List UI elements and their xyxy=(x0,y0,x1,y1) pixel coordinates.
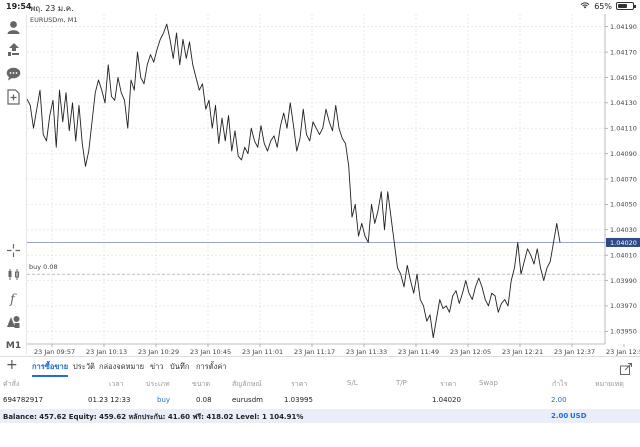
wifi-icon xyxy=(580,1,590,11)
y-tick-label: 1.04150 xyxy=(610,74,637,82)
y-tick-label: 1.04010 xyxy=(610,251,637,259)
terminal-tabs: + การซื้อขาย ประวัติ กล่องจดหมาย ข่าว บั… xyxy=(0,357,640,377)
x-tick-label: 23 Jan 09:57 xyxy=(34,348,75,356)
svg-text:f: f xyxy=(9,293,17,307)
tab-history[interactable]: ประวัติ xyxy=(73,362,95,371)
price-series-line xyxy=(27,23,561,339)
price-chart[interactable]: 1.04190 1.04170 1.04150 1.04130 1.04110 1.040… xyxy=(27,14,640,356)
tab-journal[interactable]: บันทึก xyxy=(170,362,190,371)
y-tick-label: 1.03990 xyxy=(610,277,637,285)
total-profit: 2.00 xyxy=(551,412,569,420)
x-tick-label: 23 Jan 11:33 xyxy=(346,348,387,356)
terminal-panel: + การซื้อขาย ประวัติ กล่องจดหมาย ข่าว บั… xyxy=(0,356,640,447)
order-id: 694782917 xyxy=(3,396,44,404)
order-profit: 2.00 xyxy=(551,396,567,404)
col-profit: กำไร xyxy=(552,380,568,388)
x-tick-label: 23 Jan 10:13 xyxy=(86,348,127,356)
crosshair-icon[interactable] xyxy=(4,241,23,260)
order-symbol: eurusdm xyxy=(232,396,263,404)
y-tick-label: 1.04110 xyxy=(610,125,637,133)
tab-settings[interactable]: การตั้งค่า xyxy=(196,362,227,371)
tab-news[interactable]: ข่าว xyxy=(150,362,164,371)
x-tick-label: 23 Jan 11:17 xyxy=(294,348,335,356)
y-tick-label: 1.04130 xyxy=(610,99,637,107)
status-time: 19:54 xyxy=(6,2,32,11)
col-tp: T/P xyxy=(396,379,407,387)
status-right: 65% xyxy=(580,1,636,11)
y-tick-label: 1.04070 xyxy=(610,175,637,183)
tab-trade[interactable]: การซื้อขาย xyxy=(32,362,69,377)
balance-bar: Balance: 457.62 Equity: 459.62 หลักประกั… xyxy=(0,409,640,423)
indicators-icon[interactable] xyxy=(4,265,23,284)
x-tick-label: 23 Jan 11:01 xyxy=(242,348,283,356)
status-date: พฤ. 23 ม.ค. xyxy=(30,4,74,13)
x-tick-label: 23 Jan 12:37 xyxy=(554,348,595,356)
col-current-price: ราคา xyxy=(440,380,457,388)
col-symbol: สัญลักษณ์ xyxy=(232,380,262,388)
position-label: buy 0.08 xyxy=(29,263,58,271)
tab-mailbox[interactable]: กล่องจดหมาย xyxy=(99,362,145,371)
chart-toolbar: f M1 xyxy=(0,14,27,354)
current-price-tag-label: 1.04020 xyxy=(610,239,637,247)
export-icon[interactable] xyxy=(620,360,632,375)
timeframe-button[interactable]: M1 xyxy=(4,336,23,355)
x-tick-label: 23 Jan 10:45 xyxy=(190,348,231,356)
y-tick-label: 1.04090 xyxy=(610,150,637,158)
y-tick-label: 1.04170 xyxy=(610,48,637,56)
chart-canvas[interactable]: 1.04190 1.04170 1.04150 1.04130 1.04110 1.040… xyxy=(27,14,640,356)
x-tick-label: 23 Jan 12:05 xyxy=(450,348,491,356)
new-document-icon[interactable] xyxy=(4,87,23,106)
chart-symbol-label: EURUSDm, M1 xyxy=(30,16,77,24)
timeframe-label: M1 xyxy=(5,340,22,351)
balance-summary: Balance: 457.62 Equity: 459.62 หลักประกั… xyxy=(3,413,304,421)
y-tick-label: 1.04190 xyxy=(610,23,637,31)
x-tick-label: 23 Jan 12:53 xyxy=(606,348,640,356)
function-icon[interactable]: f xyxy=(4,289,23,308)
x-tick-label: 23 Jan 12:21 xyxy=(502,348,543,356)
order-volume: 0.08 xyxy=(196,396,212,404)
order-current-price: 1.04020 xyxy=(432,396,461,404)
currency-label: USD xyxy=(570,412,587,420)
col-comment: หมายเหตุ xyxy=(595,380,624,388)
col-price: ราคา xyxy=(291,380,308,388)
status-bar: 19:54 พฤ. 23 ม.ค. 65% xyxy=(0,0,640,14)
x-tick-label: 23 Jan 11:49 xyxy=(398,348,439,356)
current-price-tag xyxy=(606,237,640,247)
account-icon[interactable] xyxy=(4,18,23,37)
col-sl: S/L xyxy=(347,379,358,387)
x-tick-label: 23 Jan 10:29 xyxy=(138,348,179,356)
trade-icon[interactable] xyxy=(4,40,23,59)
order-time: 01.23 12:33 xyxy=(88,396,131,404)
y-tick-label: 1.04050 xyxy=(610,201,637,209)
order-open-price: 1.03995 xyxy=(284,396,313,404)
objects-icon[interactable] xyxy=(4,312,23,331)
add-order-button[interactable]: + xyxy=(6,357,18,373)
y-tick-label: 1.03970 xyxy=(610,302,637,310)
battery-percent: 65% xyxy=(594,1,612,11)
col-swap: Swap xyxy=(479,379,498,387)
y-tick-label: 1.03950 xyxy=(610,328,637,336)
col-volume: ขนาด xyxy=(192,380,211,388)
col-order: คำสั่ง xyxy=(3,380,20,388)
chat-icon[interactable] xyxy=(4,64,23,83)
y-tick-label: 1.04030 xyxy=(610,226,637,234)
col-time: เวลา xyxy=(109,380,124,388)
battery-icon xyxy=(616,2,636,10)
order-type: buy xyxy=(157,396,171,404)
col-type: ประเภท xyxy=(146,380,170,388)
